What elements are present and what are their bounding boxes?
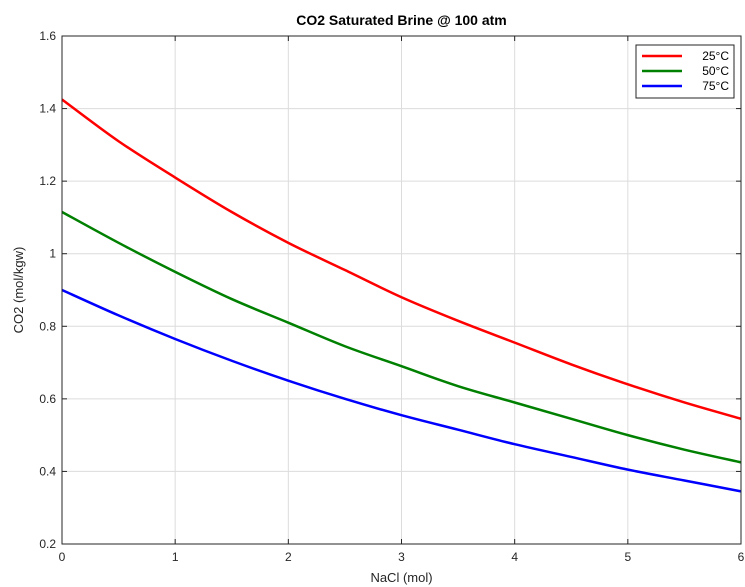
y-tick-label: 1.2	[39, 174, 56, 188]
x-tick-label: 1	[172, 550, 179, 564]
x-axis-label: NaCl (mol)	[370, 570, 432, 585]
grid-lines	[61, 35, 742, 545]
legend-label-0: 25°C	[702, 49, 729, 63]
legend: 25°C50°C75°C	[635, 44, 735, 99]
x-tick-label: 5	[624, 550, 631, 564]
series-line-0	[61, 98, 742, 421]
series-lines	[61, 98, 742, 493]
y-tick-label: 1.4	[39, 102, 56, 116]
x-tick-label: 4	[511, 550, 518, 564]
x-tick-label: 2	[285, 550, 292, 564]
y-tick-label: 0.4	[39, 464, 56, 478]
y-tick-label: 0.2	[39, 537, 56, 551]
x-tick-label: 3	[398, 550, 405, 564]
legend-label-1: 50°C	[702, 64, 729, 78]
y-axis-label: CO2 (mol/kgw)	[11, 247, 26, 334]
y-tick-label: 0.6	[39, 392, 56, 406]
series-line-1	[61, 210, 742, 464]
x-tick-label: 0	[59, 550, 66, 564]
chart-title: CO2 Saturated Brine @ 100 atm	[296, 12, 507, 28]
y-tick-label: 1	[49, 247, 56, 261]
y-tick-label: 1.6	[39, 29, 56, 43]
legend-label-2: 75°C	[702, 79, 729, 93]
y-tick-label: 0.8	[39, 319, 56, 333]
x-tick-label: 6	[738, 550, 745, 564]
series-line-2	[61, 288, 742, 493]
axis-ticks: 0 1 2 3 4 5 6 0.2 0.4 0.6 0.8 1 1.2 1.4 1.6	[39, 29, 744, 564]
